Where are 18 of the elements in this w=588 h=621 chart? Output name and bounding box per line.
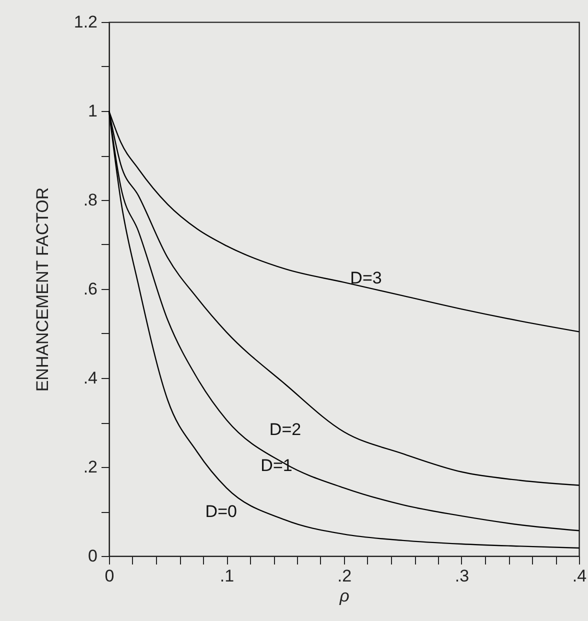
series-label: D=3 xyxy=(350,268,382,288)
y-tick-label: 0 xyxy=(88,546,98,566)
x-tick-label: .3 xyxy=(454,566,470,586)
series-label: D=1 xyxy=(260,456,292,475)
y-axis-title: ENHANCEMENT FACTOR xyxy=(32,187,52,392)
y-tick-label: 1.2 xyxy=(74,12,98,32)
x-tick-label: .1 xyxy=(220,566,234,586)
y-tick-label: .6 xyxy=(83,280,98,298)
y-tick-label: 1 xyxy=(88,102,98,120)
x-tick-label: .2 xyxy=(337,566,352,586)
series-label: D=0 xyxy=(205,502,237,521)
y-tick-label: .2 xyxy=(83,458,98,476)
y-tick-label: .4 xyxy=(83,368,98,388)
y-tick-label: .8 xyxy=(83,190,98,210)
x-tick-label: 0 xyxy=(104,566,114,586)
x-axis-title: ρ xyxy=(338,586,350,606)
x-tick-label: .4 xyxy=(572,566,587,586)
series-label: D=2 xyxy=(269,420,302,440)
